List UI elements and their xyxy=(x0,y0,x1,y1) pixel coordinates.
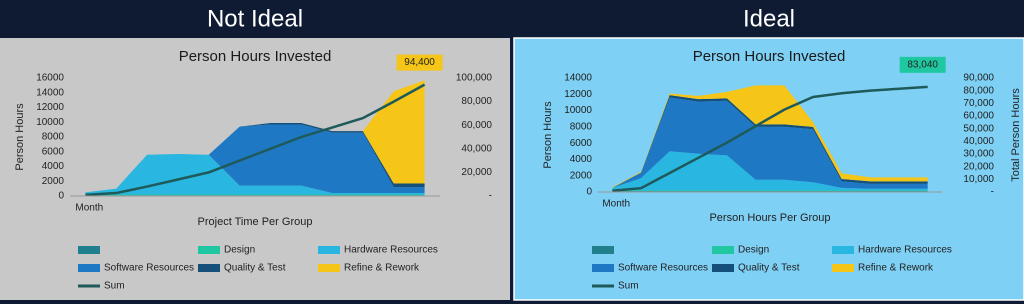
area-segment xyxy=(85,124,425,194)
y-tick-label: 10000 xyxy=(564,105,592,116)
sum-line xyxy=(85,83,426,197)
legend-label: Refine & Rework xyxy=(344,263,420,274)
area-segment xyxy=(85,153,425,195)
chart-title: Person Hours Invested xyxy=(693,48,846,65)
sum-line xyxy=(612,85,928,192)
legend-swatch xyxy=(712,264,734,272)
chart-title: Person Hours Invested xyxy=(179,48,332,65)
y2-tick-label: 40,000 xyxy=(963,136,994,147)
chart-panel: Not Ideal Person Hours Invested 0 2000 4000 6… xyxy=(0,5,510,300)
x-axis-label: Person Hours Per Group xyxy=(709,212,830,224)
y-axis-label: Person Hours xyxy=(542,101,554,169)
y2-tick-label: 80,000 xyxy=(461,96,492,107)
y-tick-label: 0 xyxy=(586,187,592,198)
data-label: 94,400 xyxy=(404,57,435,68)
panel-heading: Not Ideal xyxy=(207,5,303,32)
legend-label: Sum xyxy=(618,281,639,292)
chart-panel: Ideal Person Hours Invested 0 2000 4000 6000 8… xyxy=(513,5,1024,301)
data-label: 83,040 xyxy=(907,59,938,70)
y-tick-label: 8000 xyxy=(570,121,593,132)
y-tick-label: 8000 xyxy=(42,132,65,143)
legend-swatch xyxy=(832,246,854,254)
legend-label: Software Resources xyxy=(618,263,708,274)
y2-tick-label: 20,000 xyxy=(963,161,994,172)
y2-tick-label: 60,000 xyxy=(963,111,994,122)
area-segment xyxy=(612,97,928,189)
y-tick-label: 2000 xyxy=(42,176,65,187)
y2-tick-label: 60,000 xyxy=(461,120,492,131)
y2-axis-label: Total Person Hours xyxy=(1010,88,1022,182)
legend-label: Sum xyxy=(104,281,125,292)
y-tick-label: 14000 xyxy=(36,87,64,98)
y2-tick-label: 100,000 xyxy=(456,73,493,84)
y-axis-label: Person Hours xyxy=(14,103,26,171)
area-segment xyxy=(612,85,928,188)
legend-label: Quality & Test xyxy=(224,263,286,274)
x-tick-label: Month xyxy=(602,199,630,210)
y2-tick-label: 70,000 xyxy=(963,98,994,109)
y-tick-label: 14000 xyxy=(564,73,592,84)
x-axis-label: Project Time Per Group xyxy=(198,216,313,228)
data-label-box xyxy=(899,56,946,73)
y-tick-label: 2000 xyxy=(570,170,593,181)
y-tick-label: 6000 xyxy=(570,138,593,149)
legend-swatch xyxy=(712,246,734,254)
y-tick-label: 6000 xyxy=(42,146,65,157)
legend-label: Hardware Resources xyxy=(858,245,952,256)
y2-tick-label: 80,000 xyxy=(963,85,994,96)
y2-tick-label: 50,000 xyxy=(963,123,994,134)
y-tick-label: 0 xyxy=(58,191,64,202)
y2-tick-label: 30,000 xyxy=(963,149,994,160)
y2-tick-label: 40,000 xyxy=(461,143,492,154)
legend-swatch xyxy=(592,246,614,254)
legend-swatch xyxy=(198,246,220,254)
legend-label: Quality & Test xyxy=(738,263,800,274)
data-label-box xyxy=(396,54,443,71)
y2-tick-label: 90,000 xyxy=(963,73,994,84)
legend-label: Refine & Rework xyxy=(858,263,934,274)
area-segment xyxy=(85,194,425,196)
y2-tick-label: 20,000 xyxy=(461,167,492,178)
legend-swatch xyxy=(78,264,100,272)
legend-label: Design xyxy=(738,245,769,256)
area-segment xyxy=(612,190,928,192)
y-tick-label: 10000 xyxy=(36,117,64,128)
legend-swatch xyxy=(832,264,854,272)
y-tick-label: 12000 xyxy=(564,89,592,100)
y2-tick-label: 10,000 xyxy=(963,174,994,185)
y2-tick-label: - xyxy=(489,191,492,202)
y2-tick-label: - xyxy=(991,187,994,198)
legend-label: Design xyxy=(224,245,255,256)
legend-swatch xyxy=(78,246,100,254)
y-tick-label: 16000 xyxy=(36,73,64,84)
x-tick-label: Month xyxy=(75,203,103,214)
legend-swatch xyxy=(318,264,340,272)
legend-swatch xyxy=(318,246,340,254)
legend-label: Hardware Resources xyxy=(344,245,438,256)
y-tick-label: 4000 xyxy=(570,154,593,165)
legend-label: Software Resources xyxy=(104,263,194,274)
legend-swatch xyxy=(198,264,220,272)
panel-heading: Ideal xyxy=(743,5,795,32)
y-tick-label: 4000 xyxy=(42,161,65,172)
legend-swatch xyxy=(592,264,614,272)
y-tick-label: 12000 xyxy=(36,102,64,113)
